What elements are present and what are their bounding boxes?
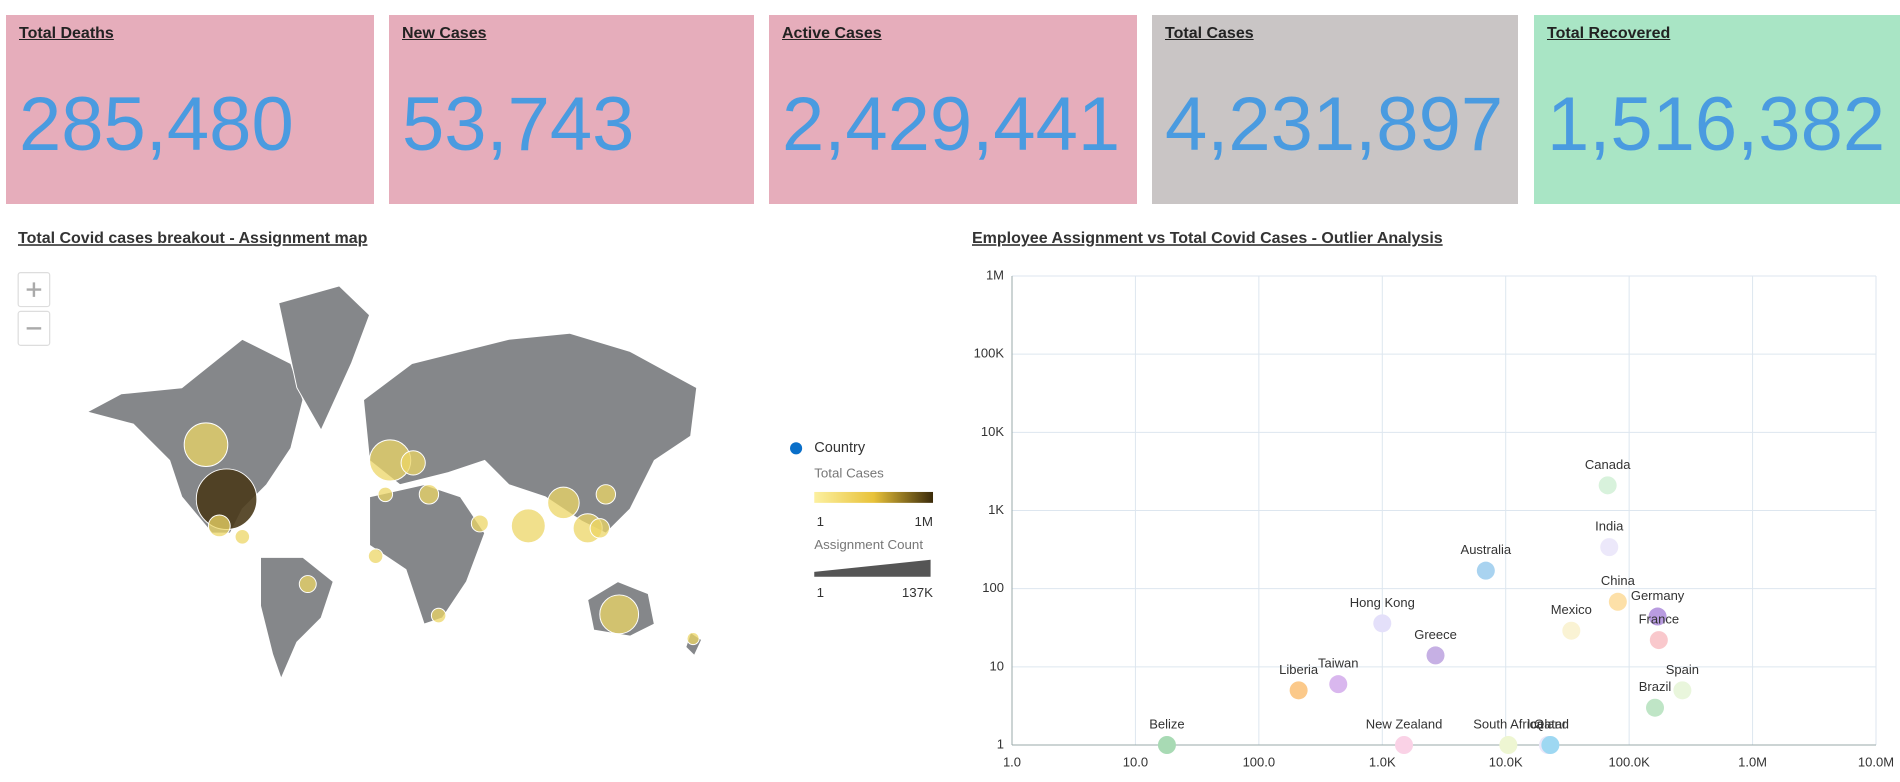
kpi-title: Total Recovered <box>1547 25 1671 42</box>
point-label: Taiwan <box>1318 656 1358 671</box>
x-tick-label: 100.0K <box>1609 754 1651 769</box>
kpi-card: Total Cases 4,231,897 <box>1152 15 1518 204</box>
point-label: Belize <box>1149 716 1184 731</box>
point <box>1395 736 1414 754</box>
x-tick-label: 10.0 <box>1123 754 1148 769</box>
point-label: France <box>1639 612 1679 627</box>
point-label: Greece <box>1414 627 1457 642</box>
x-tick-label: 1.0M <box>1738 754 1767 769</box>
point-label: Iceland <box>1527 716 1569 731</box>
point <box>1598 476 1617 495</box>
legend-color-title: Total Cases <box>814 465 884 480</box>
point-label: Canada <box>1585 457 1631 472</box>
point <box>1499 736 1518 754</box>
point-label: South Africa <box>1473 716 1544 731</box>
kpi-value: 1,516,382 <box>1547 82 1886 167</box>
legend-color-min: 1 <box>817 514 824 529</box>
legend-size-max: 137K <box>902 585 933 600</box>
point <box>1600 538 1619 557</box>
point-label: Qatar <box>1534 716 1567 731</box>
point-label: Mexico <box>1551 602 1592 617</box>
x-tick-label: 1.0K <box>1369 754 1396 769</box>
point-label: Hong Kong <box>1350 595 1415 610</box>
point <box>1329 675 1348 694</box>
map-title: Total Covid cases breakout - Assignment … <box>18 230 368 247</box>
point <box>1649 631 1668 650</box>
legend-series: Country <box>814 440 866 456</box>
x-tick-label: 10.0K <box>1489 754 1523 769</box>
kpi-value: 4,231,897 <box>1165 82 1504 167</box>
x-tick-label: 1.0 <box>1003 754 1021 769</box>
map-legend: Country Total Cases 1 1M Assignment Coun… <box>790 440 933 600</box>
point-label: India <box>1595 519 1624 534</box>
map-bubbles <box>183 422 700 646</box>
point <box>1426 646 1445 665</box>
y-tick-label: 10K <box>981 424 1004 439</box>
legend-color-max: 1M <box>915 514 934 529</box>
x-tick-label: 100.0 <box>1243 754 1276 769</box>
point-label: Germany <box>1631 588 1685 603</box>
map: Country Total Cases 1 1M Assignment Coun… <box>17 272 933 680</box>
point <box>1541 736 1560 754</box>
kpi-card: Active Cases 2,429,441 <box>769 15 1137 204</box>
point-label: Australia <box>1461 542 1512 557</box>
legend-size-title: Assignment Count <box>814 537 923 552</box>
kpi-value: 2,429,441 <box>782 82 1121 167</box>
point-label: Liberia <box>1279 662 1319 677</box>
kpi-title: Total Deaths <box>19 25 114 42</box>
kpi-card: Total Deaths 285,480 <box>6 15 374 204</box>
x-tick-label: 10.0M <box>1858 754 1894 769</box>
legend-size-min: 1 <box>817 585 824 600</box>
point <box>1289 681 1308 700</box>
kpi-value: 285,480 <box>19 82 294 167</box>
point <box>1608 592 1627 611</box>
point-label: Spain <box>1666 662 1699 677</box>
point <box>1562 621 1581 640</box>
point <box>1373 614 1392 633</box>
legend-wedge <box>814 559 931 577</box>
y-tick-label: 100K <box>974 346 1005 361</box>
kpi-title: Total Cases <box>1165 25 1254 42</box>
point-label: Brazil <box>1639 679 1672 694</box>
kpi-title: New Cases <box>402 25 487 42</box>
kpi-card: New Cases 53,743 <box>389 15 754 204</box>
point <box>1476 561 1495 580</box>
y-tick-label: 1K <box>988 502 1004 517</box>
kpi-title: Active Cases <box>782 25 882 42</box>
chart-title: Employee Assignment vs Total Covid Cases… <box>972 230 1443 247</box>
point <box>1157 736 1176 754</box>
y-tick-label: 100 <box>982 580 1004 595</box>
y-tick-label: 1M <box>986 267 1004 282</box>
point-label: China <box>1601 573 1636 588</box>
kpi-card: Total Recovered 1,516,382 <box>1534 15 1900 204</box>
zoom-in-icon <box>26 282 42 297</box>
legend-dot <box>790 442 803 455</box>
legend-gradient <box>814 491 934 503</box>
y-tick-label: 10 <box>990 658 1004 673</box>
point <box>1648 607 1667 626</box>
kpi-value: 53,743 <box>402 82 635 167</box>
point <box>1646 698 1665 717</box>
point <box>1673 681 1692 700</box>
y-tick-label: 1 <box>997 736 1004 751</box>
point-label: New Zealand <box>1366 716 1443 731</box>
